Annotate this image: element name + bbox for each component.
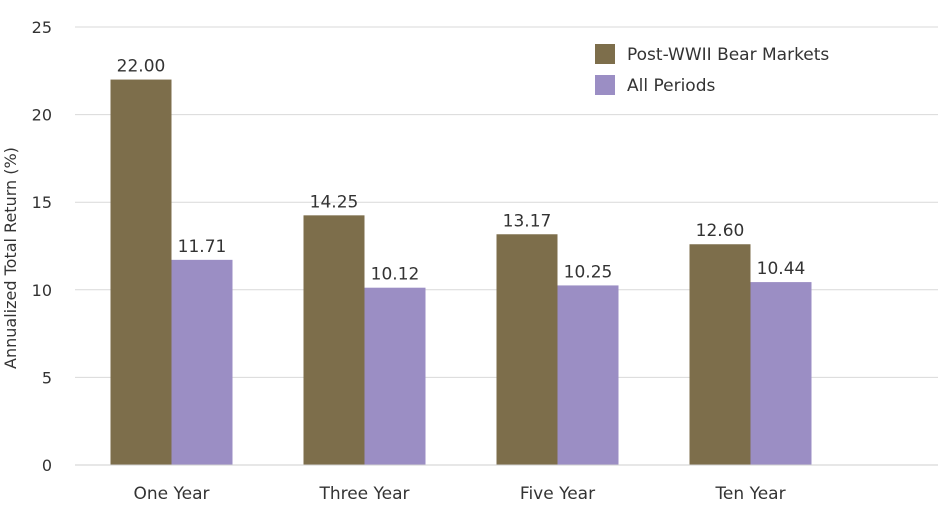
data-label: 12.60 bbox=[696, 221, 745, 241]
bar-all-periods bbox=[364, 287, 426, 465]
y-axis-title: Annualized Total Return (%) bbox=[1, 147, 20, 369]
bar-post-wwii bbox=[110, 79, 172, 465]
y-tick-label: 25 bbox=[32, 18, 52, 37]
legend-swatch bbox=[595, 44, 615, 64]
x-category-label: Ten Year bbox=[714, 484, 785, 504]
x-category-label: Five Year bbox=[520, 484, 595, 504]
bar-all-periods bbox=[557, 285, 619, 465]
x-axis-categories: One Year Three Year Five Year Ten Year bbox=[133, 484, 785, 504]
data-label: 10.12 bbox=[371, 265, 420, 285]
data-label: 10.44 bbox=[757, 259, 806, 279]
x-category-label: One Year bbox=[133, 484, 209, 504]
data-label: 10.25 bbox=[564, 262, 613, 282]
data-label: 14.25 bbox=[310, 192, 359, 212]
y-tick-label: 5 bbox=[42, 368, 52, 387]
bar-post-wwii bbox=[689, 244, 751, 465]
y-tick-label: 10 bbox=[32, 281, 52, 300]
bar-all-periods bbox=[171, 259, 233, 465]
y-tick-label: 15 bbox=[32, 193, 52, 212]
y-tick-label: 0 bbox=[42, 456, 52, 475]
legend-swatch bbox=[595, 75, 615, 95]
x-category-label: Three Year bbox=[318, 484, 409, 504]
y-axis-ticks: 0 5 10 15 20 25 bbox=[32, 18, 52, 475]
bar-post-wwii bbox=[496, 234, 558, 465]
value-labels: 22.00 11.71 14.25 10.12 13.17 10.25 12.60 10.44 bbox=[117, 57, 806, 285]
bar-all-periods bbox=[750, 282, 812, 465]
data-label: 11.71 bbox=[178, 237, 227, 257]
data-label: 13.17 bbox=[503, 211, 552, 231]
bars bbox=[110, 79, 812, 465]
legend: Post-WWII Bear Markets All Periods bbox=[595, 44, 829, 96]
legend-label: All Periods bbox=[627, 76, 715, 96]
bar-post-wwii bbox=[303, 215, 365, 465]
data-label: 22.00 bbox=[117, 57, 166, 77]
y-tick-label: 20 bbox=[32, 106, 52, 125]
legend-label: Post-WWII Bear Markets bbox=[627, 45, 829, 65]
